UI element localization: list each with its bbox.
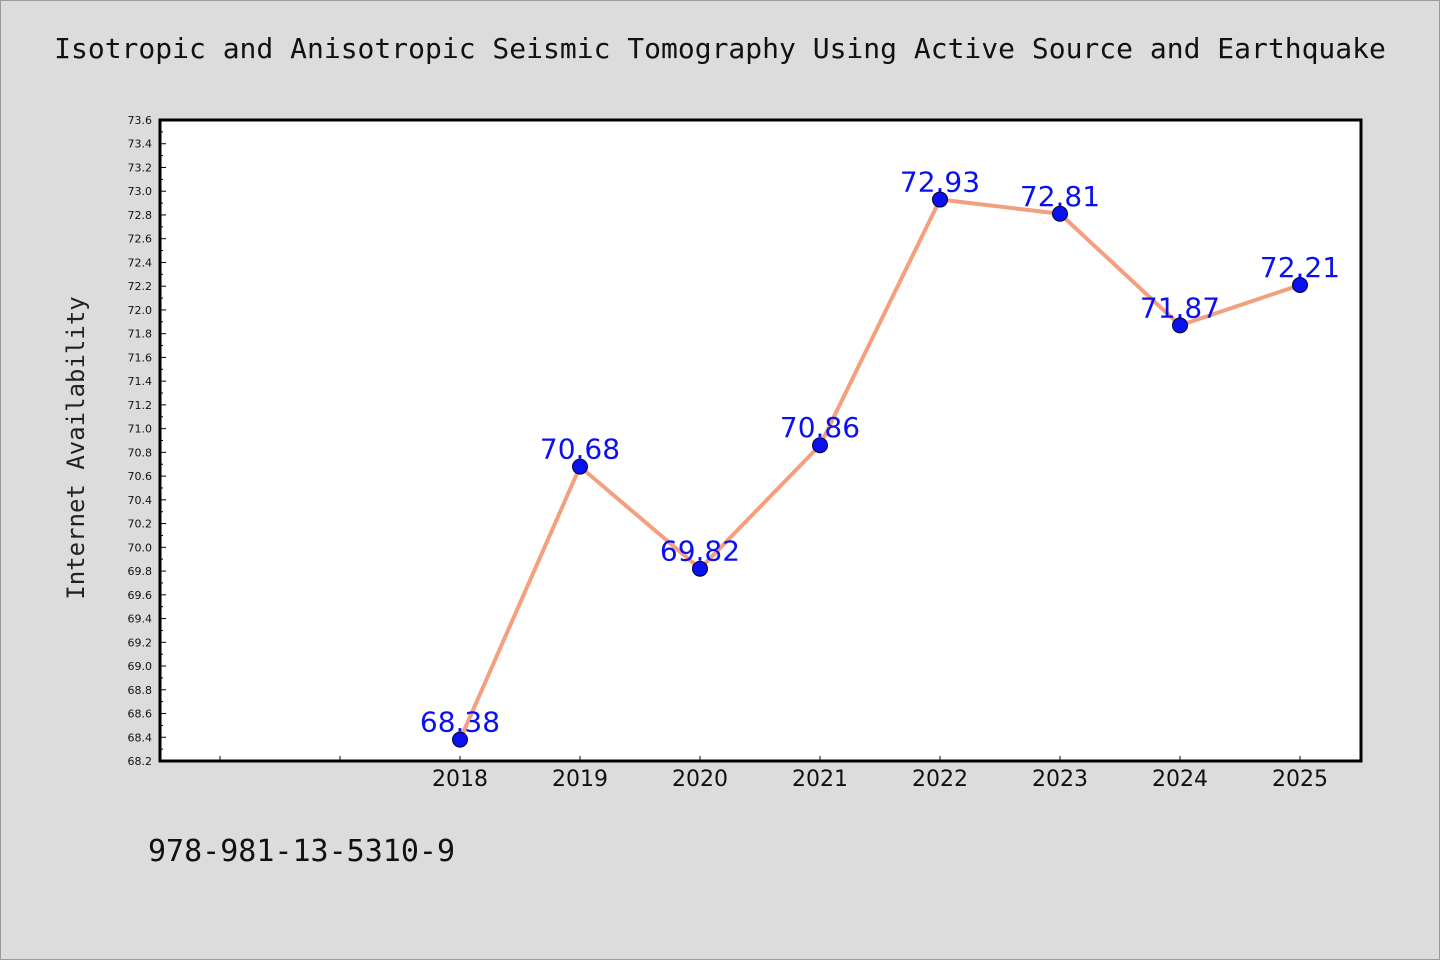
series-line bbox=[458, 197, 1301, 741]
x-tick-label: 2022 bbox=[912, 767, 968, 792]
x-tick-label: 2018 bbox=[432, 767, 488, 792]
data-label: 72.93 bbox=[900, 166, 980, 199]
y-tick-label: 71.2 bbox=[128, 399, 153, 412]
x-tick-label: 2021 bbox=[792, 767, 848, 792]
y-tick-label: 72.0 bbox=[128, 304, 153, 317]
x-tick-label: 2020 bbox=[672, 767, 728, 792]
y-tick-label: 72.4 bbox=[128, 256, 153, 269]
y-tick-label: 68.4 bbox=[128, 731, 153, 744]
x-tick-label: 2023 bbox=[1032, 767, 1088, 792]
y-tick-label: 73.0 bbox=[128, 185, 153, 198]
y-tick-label: 69.8 bbox=[128, 565, 153, 578]
y-tick-label: 71.4 bbox=[128, 375, 153, 388]
y-tick-label: 69.0 bbox=[128, 660, 153, 673]
y-tick-label: 68.8 bbox=[128, 684, 153, 697]
y-tick-label: 70.2 bbox=[128, 518, 153, 531]
data-label: 72.21 bbox=[1260, 251, 1340, 284]
y-tick-label: 71.0 bbox=[128, 423, 153, 436]
data-point bbox=[812, 437, 828, 454]
y-tick-label: 70.8 bbox=[128, 446, 153, 459]
data-point bbox=[1172, 317, 1188, 334]
x-tick-label: 2025 bbox=[1272, 767, 1328, 792]
y-tick-label: 70.4 bbox=[128, 494, 153, 507]
y-tick-label: 71.6 bbox=[128, 351, 153, 364]
chart-title: Isotropic and Anisotropic Seismic Tomogr… bbox=[54, 32, 1386, 65]
y-tick-label: 72.6 bbox=[128, 233, 153, 246]
data-label: 70.86 bbox=[780, 411, 860, 444]
data-label: 72.81 bbox=[1020, 180, 1100, 213]
data-label: 71.87 bbox=[1140, 291, 1220, 324]
y-tick-label: 72.2 bbox=[128, 280, 153, 293]
data-point bbox=[572, 458, 588, 475]
data-labels: 68.38 70.68 69.82 70.86 72.93 72.81 71.87 72.21 bbox=[420, 166, 1340, 739]
data-point bbox=[692, 560, 708, 577]
isbn-text: 978-981-13-5310-9 bbox=[148, 834, 456, 869]
y-tick-label: 69.4 bbox=[128, 613, 153, 626]
y-tick-label: 72.8 bbox=[128, 209, 153, 222]
data-label: 68.38 bbox=[420, 706, 500, 739]
y-tick-label: 69.6 bbox=[128, 589, 153, 602]
y-tick-label: 73.4 bbox=[128, 138, 153, 151]
x-axis-ticks: 2018 2019 2020 2021 2022 2023 2024 2025 bbox=[219, 756, 1328, 792]
data-point bbox=[452, 731, 468, 748]
data-point bbox=[1292, 276, 1308, 293]
y-tick-label: 70.0 bbox=[128, 541, 153, 554]
series-points bbox=[452, 191, 1308, 748]
x-tick-label: 2024 bbox=[1152, 767, 1208, 792]
y-tick-label: 69.2 bbox=[128, 636, 153, 649]
data-label: 69.82 bbox=[660, 535, 740, 568]
y-tick-label: 70.6 bbox=[128, 470, 153, 483]
data-label: 70.68 bbox=[540, 433, 620, 466]
x-tick-label: 2019 bbox=[552, 767, 608, 792]
plot-area bbox=[158, 118, 1363, 763]
data-point bbox=[932, 191, 948, 208]
series-lines bbox=[458, 197, 1301, 741]
y-tick-label: 68.2 bbox=[128, 755, 153, 768]
y-tick-label: 73.2 bbox=[128, 161, 153, 174]
data-point bbox=[1052, 205, 1068, 222]
y-tick-label: 71.8 bbox=[128, 328, 153, 341]
y-tick-label: 73.6 bbox=[128, 114, 153, 127]
y-axis-ticks: 68.2 68.4 68.6 68.8 69.0 69.2 69.4 69.6 69.8 70.0… bbox=[128, 114, 166, 768]
y-tick-label: 68.6 bbox=[128, 708, 153, 721]
